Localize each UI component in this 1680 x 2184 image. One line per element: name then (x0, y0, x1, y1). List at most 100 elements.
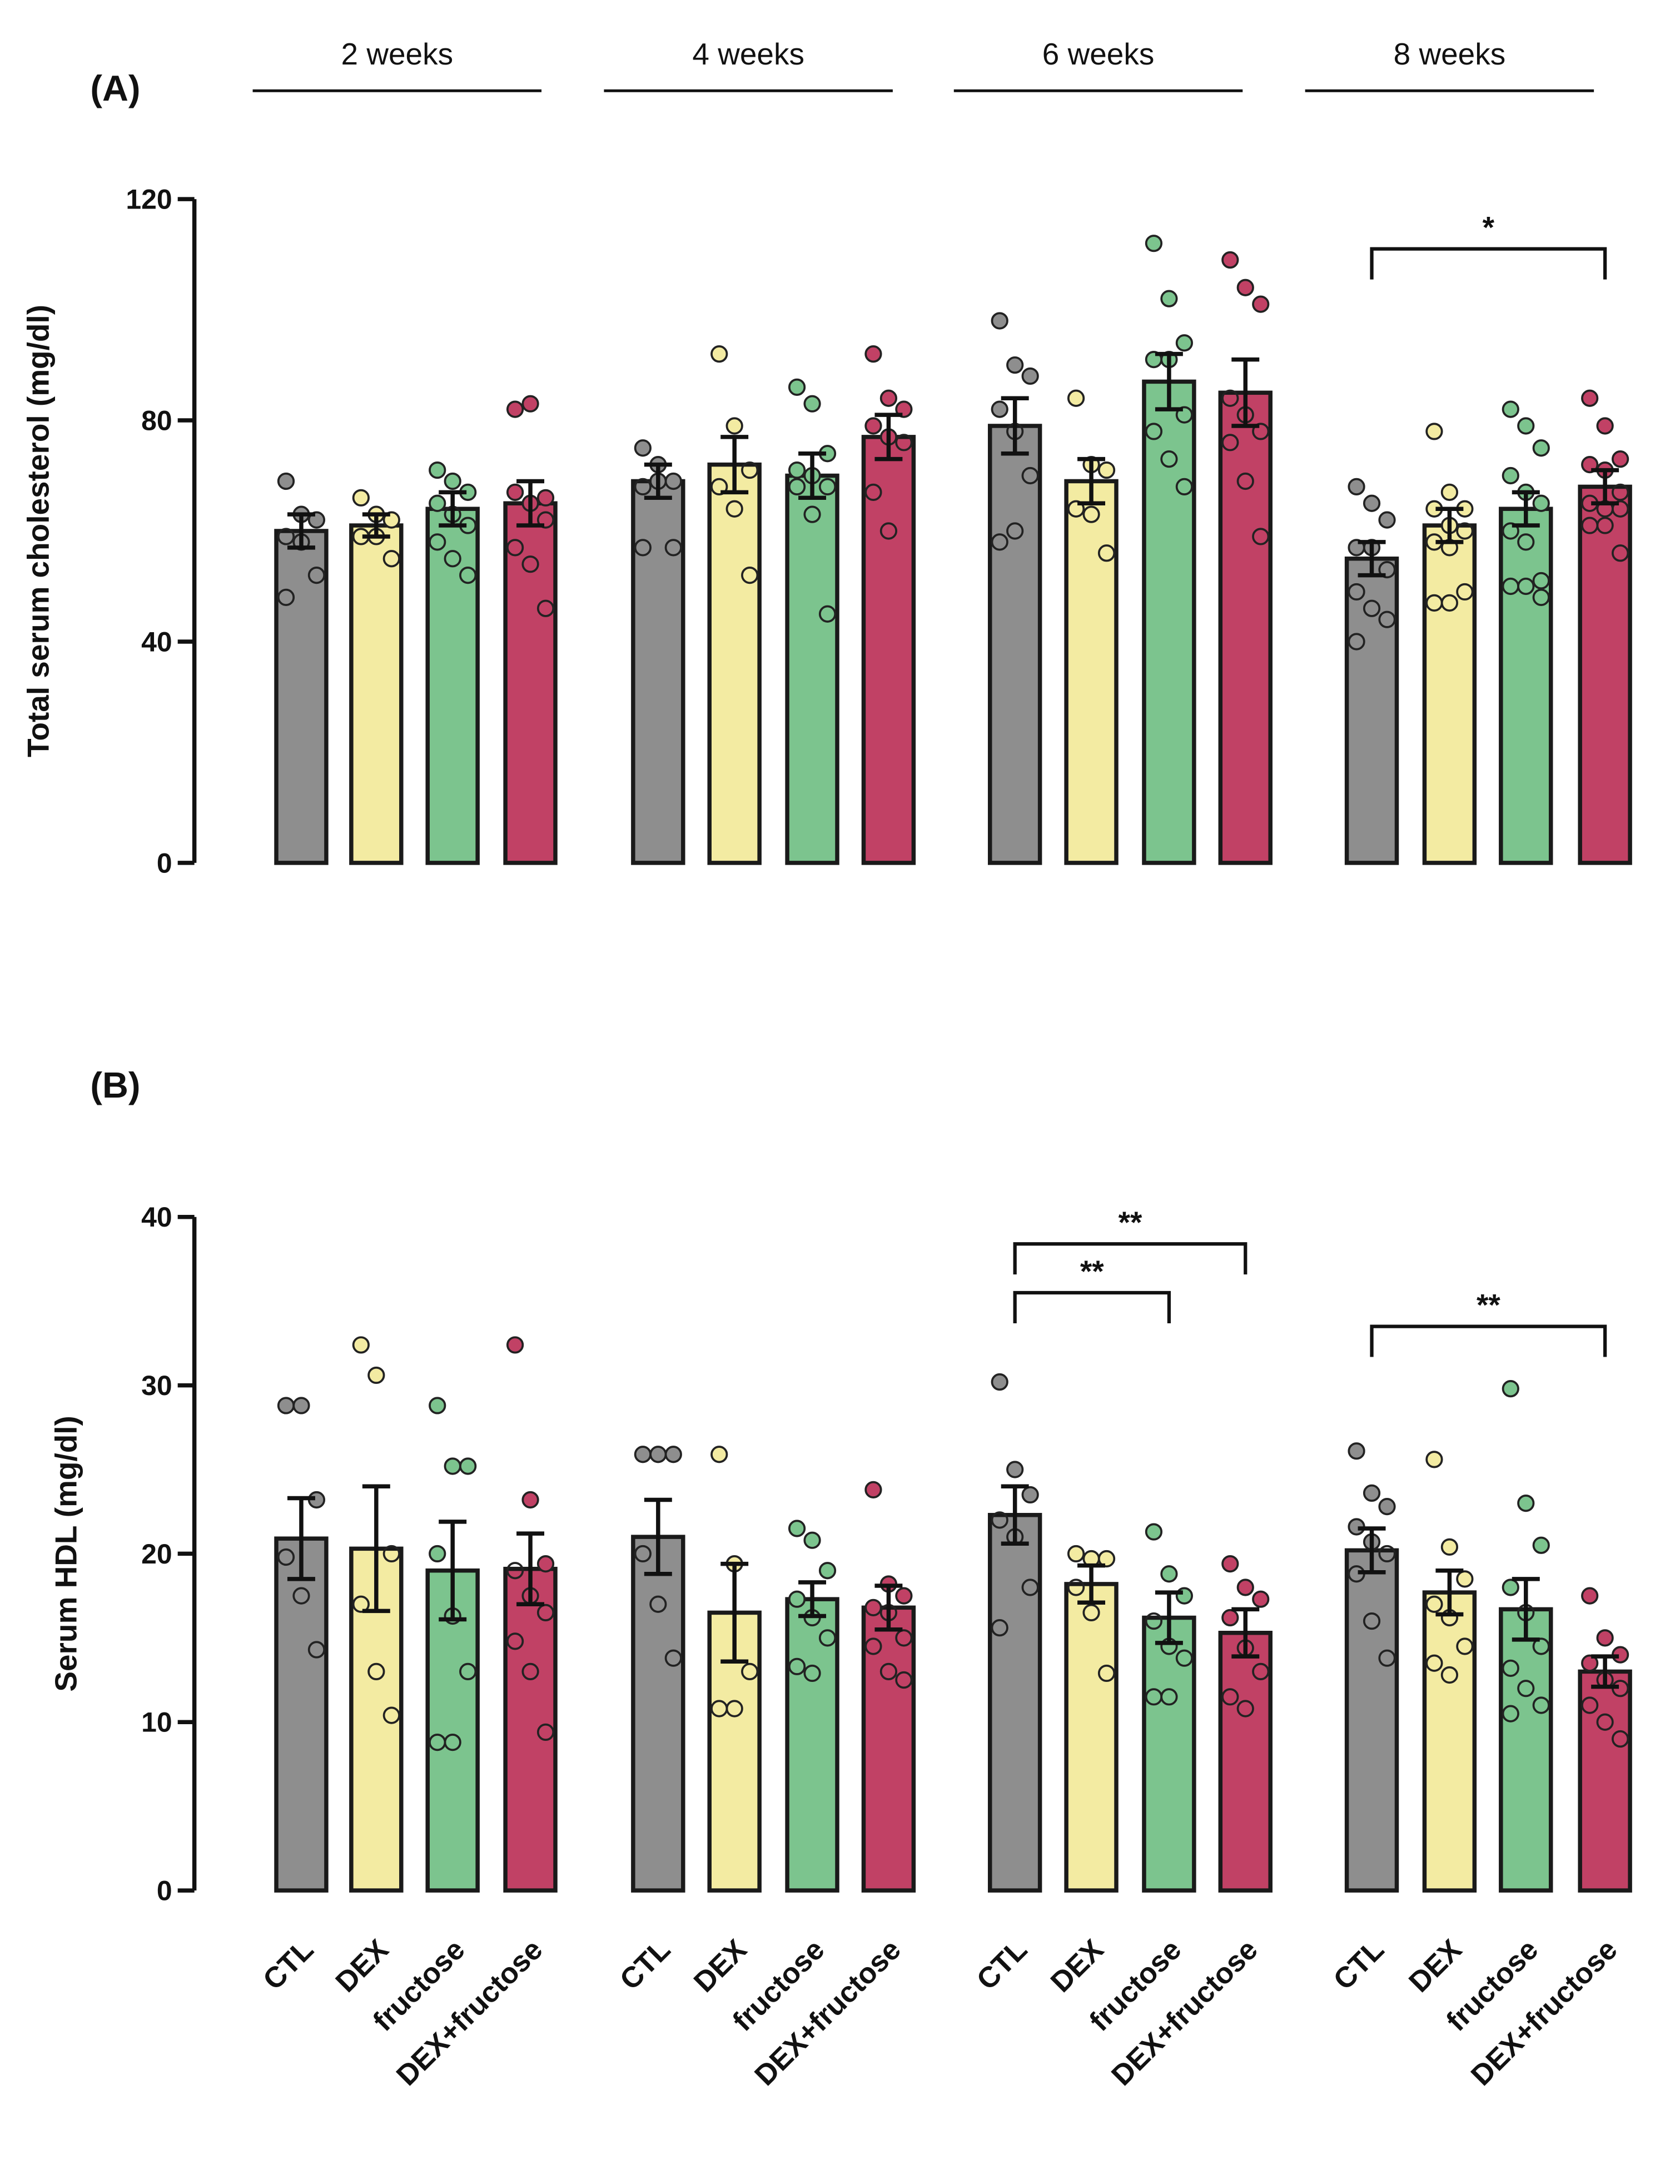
bar-ctl-3 (1344, 1548, 1399, 1893)
data-point (1378, 511, 1396, 529)
data-point (1517, 577, 1535, 595)
bar-dex-fructose-1 (861, 435, 916, 865)
x-tick-label: DEX+fructose (1465, 1933, 1623, 2092)
data-point (664, 1446, 682, 1463)
bar-fructose-1 (785, 473, 839, 865)
data-point (506, 539, 524, 557)
data-point (307, 1641, 326, 1659)
bar-dex-fructose-2 (1218, 390, 1273, 865)
data-point (1456, 1637, 1474, 1655)
data-point (536, 511, 555, 529)
data-point (634, 1545, 652, 1563)
data-point (818, 478, 837, 496)
data-point (818, 605, 837, 623)
data-point (1221, 251, 1239, 269)
data-point (1532, 1637, 1550, 1655)
data-point (382, 1706, 400, 1724)
y-tick-label: 0 (157, 1875, 172, 1907)
data-point (803, 1531, 821, 1549)
data-point (1611, 450, 1629, 468)
data-point (1006, 1461, 1024, 1478)
data-point (1067, 389, 1085, 407)
data-point (803, 505, 821, 523)
data-point (536, 1555, 555, 1573)
data-point (991, 1373, 1008, 1391)
data-point (1236, 1579, 1254, 1596)
y-tick-label: 80 (141, 405, 172, 436)
data-point (1252, 295, 1270, 313)
data-point (536, 1723, 555, 1741)
data-point (710, 478, 728, 496)
data-point (1236, 1700, 1254, 1718)
data-point (649, 1446, 667, 1463)
data-point (1440, 594, 1459, 612)
data-point (521, 555, 539, 573)
data-point (710, 1446, 728, 1463)
data-point (444, 1457, 461, 1475)
bar-fructose-2 (1142, 1615, 1196, 1893)
data-point (459, 566, 477, 584)
data-point (1502, 400, 1519, 418)
data-point (521, 1491, 539, 1509)
bar-ctl-1 (631, 479, 685, 865)
bar-dex-fructose-3 (1578, 484, 1632, 865)
data-point (895, 1629, 913, 1647)
significance-bracket (1013, 1290, 1171, 1323)
data-point (864, 1481, 882, 1498)
data-point (879, 1662, 898, 1681)
data-point (1425, 1451, 1443, 1468)
data-point (1502, 466, 1519, 485)
data-point (1502, 522, 1519, 540)
bar-ctl-0 (274, 529, 329, 865)
data-point (1252, 528, 1270, 545)
y-tick-label: 40 (141, 626, 172, 657)
bar-fructose-3 (1499, 507, 1553, 865)
data-point (1532, 439, 1550, 457)
x-tick-label: DEX (688, 1933, 753, 1998)
data-point (1252, 1662, 1270, 1681)
data-point (1425, 1595, 1443, 1613)
data-point (664, 539, 682, 557)
data-point (725, 417, 743, 435)
x-tick-label: CTL (257, 1933, 320, 1996)
x-tick-label: DEX (330, 1933, 395, 1998)
data-point (1021, 1486, 1039, 1504)
data-point (1532, 1696, 1550, 1714)
data-point (277, 528, 295, 545)
data-point (818, 1629, 837, 1647)
data-point (1456, 583, 1474, 601)
data-point (788, 378, 806, 396)
data-point (352, 1595, 370, 1613)
data-point (991, 533, 1008, 551)
data-point (725, 500, 743, 518)
y-tick-label: 40 (141, 1202, 172, 1233)
data-point (429, 494, 446, 512)
data-point (725, 1700, 743, 1718)
data-point (1348, 1442, 1365, 1460)
data-point (1517, 417, 1535, 435)
data-point (864, 345, 882, 363)
data-point (1097, 544, 1116, 562)
bar-dex-fructose-0 (503, 501, 558, 865)
data-point (429, 461, 446, 479)
data-point (429, 533, 446, 551)
data-point (536, 599, 555, 617)
data-point (277, 588, 295, 606)
data-point (1532, 494, 1550, 512)
data-point (788, 461, 806, 479)
data-point (1145, 1523, 1163, 1541)
data-point (991, 312, 1008, 330)
bar-fructose-2 (1142, 379, 1196, 865)
data-point (1440, 1538, 1459, 1556)
data-point (292, 1587, 310, 1605)
data-point (1425, 1654, 1443, 1672)
data-point (1097, 1664, 1116, 1682)
y-tick-label: 0 (157, 847, 172, 878)
data-point (307, 566, 326, 584)
data-point (788, 1590, 806, 1608)
data-point (1456, 1570, 1474, 1588)
data-point (1160, 1688, 1178, 1706)
x-tick-label: DEX (1045, 1933, 1110, 1998)
data-point (1378, 1545, 1396, 1563)
data-point (1252, 423, 1270, 440)
